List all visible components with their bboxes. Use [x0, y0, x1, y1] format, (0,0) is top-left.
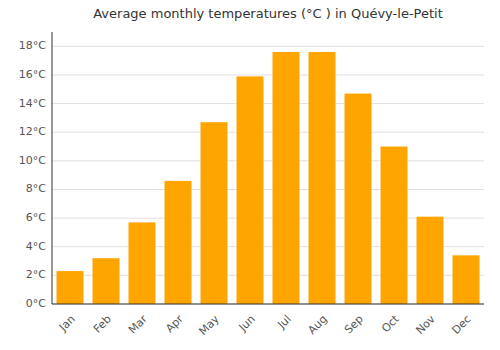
y-tick-label: 0°C	[26, 297, 46, 310]
grid-line	[52, 46, 484, 47]
bar	[453, 255, 480, 304]
bar	[345, 94, 372, 304]
bar	[309, 52, 336, 304]
chart-svg: 0°C 2°C 4°C 6°C 8°C 10°C 12°C 14°C 16°C 18°C Jan Fe…	[0, 0, 500, 350]
x-tick-label: Jun	[236, 313, 258, 335]
y-tick-label: 6°C	[26, 211, 46, 224]
bars	[57, 52, 480, 304]
bar	[57, 271, 84, 304]
grid-line	[52, 103, 484, 104]
x-tick-label: Oct	[379, 312, 402, 335]
bar	[201, 122, 228, 304]
grid-line	[52, 132, 484, 133]
bar	[237, 76, 264, 304]
x-tick-label: Apr	[163, 312, 186, 335]
x-tick-label: Jul	[274, 313, 293, 332]
grid-line	[52, 160, 484, 161]
x-tick-label: Jan	[56, 313, 78, 335]
grid-line	[52, 74, 484, 75]
x-tick-label: May	[196, 312, 222, 338]
grid	[52, 46, 484, 304]
grid-line	[52, 304, 484, 305]
x-tick-label: Sep	[342, 313, 366, 337]
x-tick-label: Aug	[305, 313, 329, 337]
bar	[93, 258, 120, 304]
y-tick-label: 8°C	[26, 182, 46, 195]
x-tick-label: Feb	[91, 313, 114, 336]
x-axis: Jan Feb Mar Apr May Jun Jul Aug Sep Oct Nov Dec	[52, 304, 484, 338]
bar	[381, 147, 408, 304]
y-axis: 0°C 2°C 4°C 6°C 8°C 10°C 12°C 14°C 16°C 18°C	[19, 32, 52, 310]
x-tick-label: Mar	[126, 312, 150, 336]
bar	[129, 222, 156, 304]
x-tick-label: Dec	[450, 313, 474, 337]
x-tick-label: Nov	[413, 312, 438, 337]
bar	[273, 52, 300, 304]
chart-container: 0°C 2°C 4°C 6°C 8°C 10°C 12°C 14°C 16°C 18°C Jan Fe…	[0, 0, 500, 350]
y-tick-label: 12°C	[19, 125, 46, 138]
y-tick-label: 14°C	[19, 97, 46, 110]
x-axis-line	[52, 304, 484, 305]
y-tick-label: 16°C	[19, 68, 46, 81]
bar	[417, 217, 444, 304]
bar	[165, 181, 192, 304]
y-tick-label: 4°C	[26, 240, 46, 253]
y-tick-label: 2°C	[26, 268, 46, 281]
grid-line	[52, 189, 484, 190]
y-tick-label: 18°C	[19, 39, 46, 52]
chart-title: Average monthly temperatures (°C ) in Qu…	[93, 6, 443, 21]
y-axis-line	[52, 32, 53, 304]
y-tick-label: 10°C	[19, 154, 46, 167]
